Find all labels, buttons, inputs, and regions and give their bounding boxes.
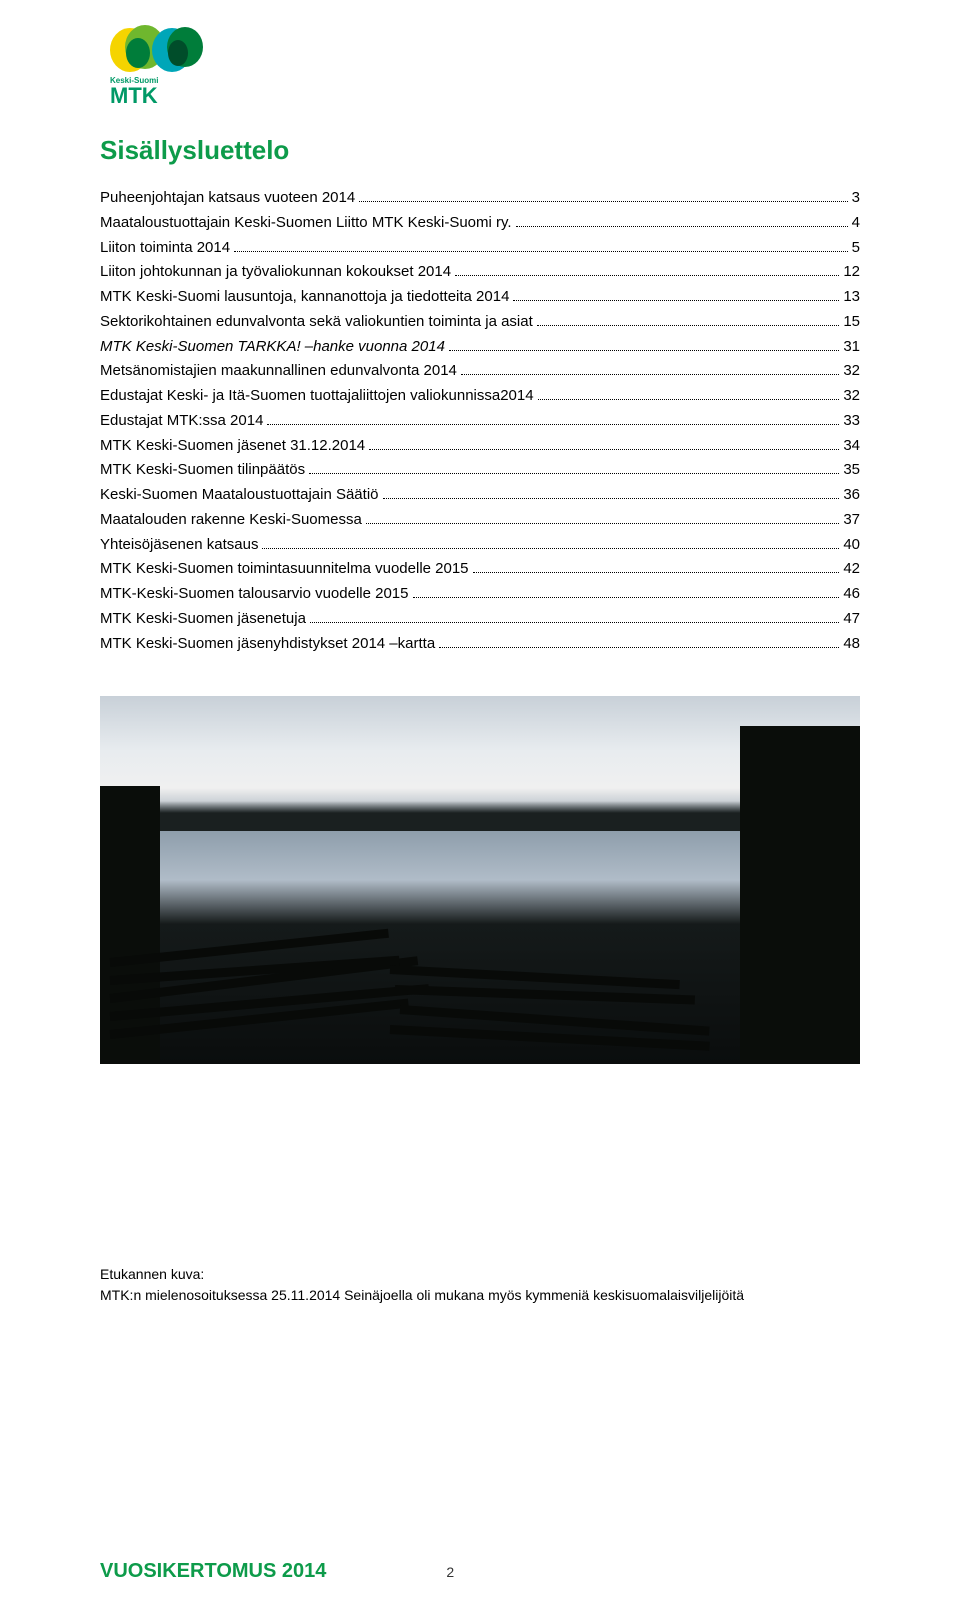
toc-item[interactable]: Keski-Suomen Maataloustuottajain Säätiö 3…: [100, 483, 860, 508]
toc-item-label: Liiton toiminta 2014: [100, 236, 230, 261]
toc-item-label: Puheenjohtajan katsaus vuoteen 2014: [100, 186, 355, 211]
toc-item[interactable]: Liiton johtokunnan ja työvaliokunnan kok…: [100, 260, 860, 285]
toc-item[interactable]: Metsänomistajien maakunnallinen edunvalv…: [100, 359, 860, 384]
toc-item-page: 47: [843, 607, 860, 632]
toc-dots: [516, 226, 848, 227]
toc-item-label: MTK Keski-Suomen toimintasuunnitelma vuo…: [100, 557, 469, 582]
page-title: Sisällysluettelo: [100, 135, 860, 166]
toc-dots: [234, 251, 848, 252]
toc-item-page: 32: [843, 359, 860, 384]
toc-item-label: MTK Keski-Suomen TARKKA! –hanke vuonna 2…: [100, 335, 445, 360]
toc-item-page: 32: [843, 384, 860, 409]
toc-item[interactable]: Maataloustuottajain Keski-Suomen Liitto …: [100, 211, 860, 236]
toc-item-label: Edustajat MTK:ssa 2014: [100, 409, 263, 434]
toc-item-label: Liiton johtokunnan ja työvaliokunnan kok…: [100, 260, 451, 285]
toc-item-label: MTK Keski-Suomen tilinpäätös: [100, 458, 305, 483]
page-footer: VUOSIKERTOMUS 2014 2: [100, 1560, 860, 1583]
toc-dots: [413, 597, 840, 598]
photo-treeline: [160, 801, 740, 831]
toc-item-label: MTK Keski-Suomi lausuntoja, kannanottoja…: [100, 285, 509, 310]
toc-dots: [455, 275, 839, 276]
toc-item-page: 15: [843, 310, 860, 335]
svg-text:MTK: MTK: [110, 83, 158, 105]
toc-item-label: MTK Keski-Suomen jäsenyhdistykset 2014 –…: [100, 632, 435, 657]
toc-item-page: 13: [843, 285, 860, 310]
toc-dots: [473, 572, 840, 573]
toc-dots: [262, 548, 839, 549]
toc-item-page: 3: [852, 186, 860, 211]
toc-item-label: MTK Keski-Suomen jäsenet 31.12.2014: [100, 434, 365, 459]
toc-dots: [366, 523, 839, 524]
toc-dots: [513, 300, 839, 301]
toc-item[interactable]: MTK Keski-Suomen jäsenetuja 47: [100, 607, 860, 632]
toc-dots: [309, 473, 839, 474]
toc-item[interactable]: MTK-Keski-Suomen talousarvio vuodelle 20…: [100, 582, 860, 607]
toc-item-page: 37: [843, 508, 860, 533]
toc-dots: [383, 498, 840, 499]
toc-dots: [310, 622, 839, 623]
toc-item-label: Maatalouden rakenne Keski-Suomessa: [100, 508, 362, 533]
toc-item-label: Keski-Suomen Maataloustuottajain Säätiö: [100, 483, 379, 508]
toc-item-label: Metsänomistajien maakunnallinen edunvalv…: [100, 359, 457, 384]
toc-item-page: 35: [843, 458, 860, 483]
toc-item-label: MTK-Keski-Suomen talousarvio vuodelle 20…: [100, 582, 409, 607]
toc-item-page: 5: [852, 236, 860, 261]
cover-photo: [100, 696, 860, 1064]
toc-item[interactable]: Liiton toiminta 2014 5: [100, 236, 860, 261]
footer-title: VUOSIKERTOMUS 2014: [100, 1560, 326, 1583]
photo-tree-right: [740, 726, 860, 1064]
footer-page-number: 2: [446, 1564, 454, 1580]
toc-dots: [439, 647, 839, 648]
mtk-logo-icon: Keski-Suomi MTK: [100, 25, 210, 105]
toc-item-label: Yhteisöjäsenen katsaus: [100, 533, 258, 558]
toc-dots: [537, 325, 840, 326]
toc-item[interactable]: MTK Keski-Suomen jäsenet 31.12.2014 34: [100, 434, 860, 459]
toc-dots: [538, 399, 840, 400]
toc-item-label: Edustajat Keski- ja Itä-Suomen tuottajal…: [100, 384, 534, 409]
toc-item[interactable]: MTK Keski-Suomen jäsenyhdistykset 2014 –…: [100, 632, 860, 657]
toc-item[interactable]: MTK Keski-Suomen TARKKA! –hanke vuonna 2…: [100, 335, 860, 360]
toc-item[interactable]: Edustajat MTK:ssa 2014 33: [100, 409, 860, 434]
toc-dots: [267, 424, 839, 425]
toc-item[interactable]: Puheenjohtajan katsaus vuoteen 2014 3: [100, 186, 860, 211]
toc-item[interactable]: MTK Keski-Suomi lausuntoja, kannanottoja…: [100, 285, 860, 310]
toc-item-label: Maataloustuottajain Keski-Suomen Liitto …: [100, 211, 512, 236]
toc-item-page: 4: [852, 211, 860, 236]
toc-dots: [369, 449, 839, 450]
photo-fence: [110, 919, 730, 1049]
toc-item-label: MTK Keski-Suomen jäsenetuja: [100, 607, 306, 632]
toc-item[interactable]: Maatalouden rakenne Keski-Suomessa 37: [100, 508, 860, 533]
toc-item-page: 40: [843, 533, 860, 558]
toc-item-label: Sektorikohtainen edunvalvonta sekä valio…: [100, 310, 533, 335]
toc-item-page: 46: [843, 582, 860, 607]
photo-caption: Etukannen kuva: MTK:n mielenosoituksessa…: [100, 1264, 860, 1306]
toc-item-page: 12: [843, 260, 860, 285]
toc-item-page: 42: [843, 557, 860, 582]
toc-item[interactable]: Yhteisöjäsenen katsaus 40: [100, 533, 860, 558]
toc-item-page: 31: [843, 335, 860, 360]
toc-item-page: 34: [843, 434, 860, 459]
toc-item[interactable]: MTK Keski-Suomen tilinpäätös 35: [100, 458, 860, 483]
toc-item-page: 36: [843, 483, 860, 508]
toc-item[interactable]: Sektorikohtainen edunvalvonta sekä valio…: [100, 310, 860, 335]
toc-dots: [449, 350, 839, 351]
toc-item[interactable]: MTK Keski-Suomen toimintasuunnitelma vuo…: [100, 557, 860, 582]
logo: Keski-Suomi MTK: [100, 25, 210, 110]
toc-item-page: 48: [843, 632, 860, 657]
table-of-contents: Puheenjohtajan katsaus vuoteen 2014 3 Maat…: [100, 186, 860, 656]
caption-line1: Etukannen kuva:: [100, 1264, 860, 1285]
toc-dots: [461, 374, 839, 375]
toc-item[interactable]: Edustajat Keski- ja Itä-Suomen tuottajal…: [100, 384, 860, 409]
caption-line2: MTK:n mielenosoituksessa 25.11.2014 Sein…: [100, 1285, 860, 1306]
toc-item-page: 33: [843, 409, 860, 434]
toc-dots: [359, 201, 847, 202]
